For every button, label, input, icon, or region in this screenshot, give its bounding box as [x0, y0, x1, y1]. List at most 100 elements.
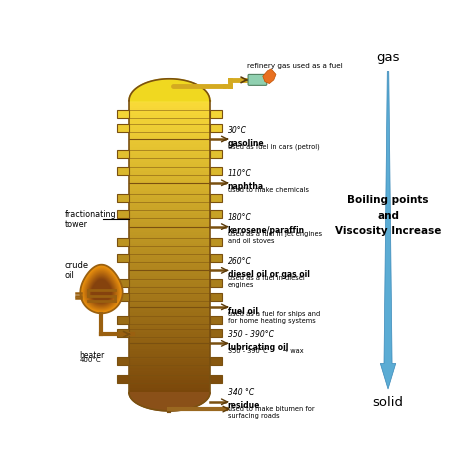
- Polygon shape: [129, 79, 210, 100]
- Text: used as fuel in cars (petrol): used as fuel in cars (petrol): [228, 143, 319, 150]
- Polygon shape: [83, 268, 120, 310]
- Bar: [129, 193, 210, 196]
- Polygon shape: [117, 375, 129, 383]
- Bar: [129, 361, 210, 364]
- Bar: [129, 293, 210, 295]
- Polygon shape: [380, 72, 396, 389]
- Polygon shape: [90, 278, 113, 303]
- Bar: [129, 156, 210, 159]
- Text: lubricating oil: lubricating oil: [228, 343, 288, 352]
- Bar: [129, 123, 210, 125]
- Polygon shape: [82, 267, 121, 311]
- Polygon shape: [83, 268, 120, 311]
- Polygon shape: [210, 210, 222, 219]
- Bar: [129, 329, 210, 332]
- Bar: [129, 181, 210, 183]
- Polygon shape: [210, 279, 222, 287]
- Bar: [129, 128, 210, 130]
- Text: naphtha: naphtha: [228, 182, 264, 191]
- Polygon shape: [117, 329, 129, 337]
- Bar: [129, 264, 210, 266]
- Bar: [129, 283, 210, 286]
- Text: used to make bitumen for
surfacing roads: used to make bitumen for surfacing roads: [228, 406, 314, 419]
- Bar: [129, 147, 210, 149]
- Polygon shape: [84, 270, 118, 309]
- Polygon shape: [91, 278, 112, 303]
- Polygon shape: [91, 279, 112, 302]
- Bar: [129, 259, 210, 261]
- Bar: [129, 373, 210, 375]
- Bar: [129, 130, 210, 132]
- Polygon shape: [117, 150, 129, 158]
- Polygon shape: [85, 271, 118, 309]
- Polygon shape: [117, 124, 129, 132]
- Bar: [129, 288, 210, 291]
- Text: solid: solid: [373, 396, 403, 410]
- Bar: [129, 291, 210, 293]
- Polygon shape: [117, 110, 129, 118]
- Text: gasoline: gasoline: [228, 138, 264, 147]
- Bar: [129, 246, 210, 249]
- Bar: [129, 171, 210, 173]
- Bar: [129, 213, 210, 215]
- Polygon shape: [90, 277, 113, 304]
- Bar: [129, 298, 210, 300]
- Bar: [129, 359, 210, 361]
- Bar: [129, 310, 210, 312]
- Text: 400°C: 400°C: [80, 357, 101, 363]
- Bar: [129, 173, 210, 176]
- Bar: [129, 349, 210, 351]
- Bar: [129, 351, 210, 354]
- Polygon shape: [117, 254, 129, 262]
- Bar: [129, 166, 210, 169]
- Bar: [129, 164, 210, 166]
- Bar: [129, 334, 210, 337]
- Bar: [129, 227, 210, 229]
- Polygon shape: [210, 150, 222, 158]
- Text: 180°C: 180°C: [228, 213, 252, 222]
- Polygon shape: [89, 276, 114, 305]
- Bar: [129, 371, 210, 373]
- Text: used as a fuel for ships and
for home heating systems: used as a fuel for ships and for home he…: [228, 311, 320, 324]
- Bar: [129, 266, 210, 269]
- Polygon shape: [87, 274, 116, 306]
- Polygon shape: [210, 316, 222, 324]
- Bar: [129, 383, 210, 385]
- Bar: [129, 254, 210, 256]
- Bar: [129, 176, 210, 179]
- Polygon shape: [82, 267, 120, 311]
- Polygon shape: [210, 375, 222, 383]
- Bar: [129, 103, 210, 106]
- Bar: [129, 208, 210, 210]
- Bar: [129, 186, 210, 188]
- Polygon shape: [86, 272, 118, 308]
- Bar: [129, 319, 210, 322]
- Bar: [129, 118, 210, 120]
- Bar: [129, 317, 210, 319]
- Polygon shape: [210, 329, 222, 337]
- Bar: [129, 229, 210, 232]
- Bar: [129, 315, 210, 317]
- Polygon shape: [89, 276, 114, 305]
- Polygon shape: [82, 266, 121, 312]
- Text: 110°C: 110°C: [228, 169, 252, 178]
- Polygon shape: [117, 194, 129, 202]
- Bar: [129, 273, 210, 276]
- Text: 260°C: 260°C: [228, 257, 252, 266]
- Bar: [129, 381, 210, 383]
- Bar: [129, 179, 210, 181]
- Bar: [129, 385, 210, 388]
- Bar: [129, 196, 210, 198]
- Bar: [129, 188, 210, 191]
- Polygon shape: [85, 271, 118, 309]
- Text: 350 - 390°C       → wax: 350 - 390°C → wax: [228, 348, 303, 354]
- Text: used to make chemicals: used to make chemicals: [228, 187, 309, 193]
- Polygon shape: [84, 269, 119, 310]
- Polygon shape: [210, 238, 222, 246]
- Polygon shape: [84, 270, 119, 310]
- Polygon shape: [81, 265, 122, 313]
- Polygon shape: [263, 69, 276, 83]
- Polygon shape: [210, 356, 222, 365]
- Bar: [129, 205, 210, 208]
- Polygon shape: [86, 272, 117, 308]
